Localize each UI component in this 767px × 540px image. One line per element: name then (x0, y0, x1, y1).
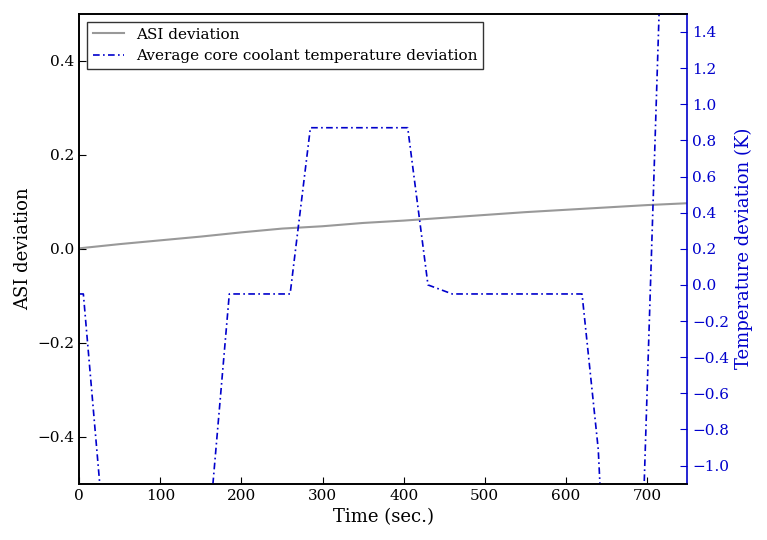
Average core coolant temperature deviation (654, 11, 663, 17)
ASI deviation (439, 214, 449, 221)
Average core coolant temperature deviation (334, 125, 344, 131)
Line: ASI deviation: ASI deviation (79, 203, 687, 248)
Average core coolant temperature deviation (403, 125, 413, 131)
Average core coolant temperature deviation (521, 291, 530, 297)
Average core coolant temperature deviation (172, 525, 181, 532)
ASI deviation (237, 229, 246, 235)
Average core coolant temperature deviation (140, 525, 149, 532)
Average core coolant temperature deviation (253, 291, 262, 297)
Average core coolant temperature deviation (205, 525, 214, 532)
Average core coolant temperature deviation (683, 11, 692, 17)
Average core coolant temperature deviation (480, 291, 489, 297)
ASI deviation (196, 233, 206, 240)
ASI deviation (602, 204, 611, 211)
Average core coolant temperature deviation (306, 125, 315, 131)
Average core coolant temperature deviation (448, 291, 457, 297)
Average core coolant temperature deviation (99, 525, 108, 532)
ASI deviation (74, 245, 84, 252)
ASI deviation (561, 207, 571, 213)
ASI deviation (318, 223, 328, 230)
ASI deviation (480, 212, 489, 218)
ASI deviation (683, 200, 692, 206)
Average core coolant temperature deviation (594, 446, 603, 453)
Line: Average core coolant temperature deviation: Average core coolant temperature deviati… (79, 14, 687, 540)
Average core coolant temperature deviation (578, 291, 587, 297)
Legend: ASI deviation, Average core coolant temperature deviation: ASI deviation, Average core coolant temp… (87, 22, 483, 69)
ASI deviation (278, 225, 287, 232)
Average core coolant temperature deviation (423, 282, 433, 288)
ASI deviation (521, 209, 530, 215)
Average core coolant temperature deviation (557, 291, 566, 297)
X-axis label: Time (sec.): Time (sec.) (333, 508, 434, 526)
Average core coolant temperature deviation (363, 125, 372, 131)
ASI deviation (399, 218, 408, 224)
Average core coolant temperature deviation (225, 291, 234, 297)
ASI deviation (358, 220, 367, 226)
Y-axis label: ASI deviation: ASI deviation (14, 187, 32, 310)
ASI deviation (115, 241, 124, 247)
ASI deviation (156, 237, 165, 244)
Average core coolant temperature deviation (74, 291, 84, 297)
Y-axis label: Temperature deviation (K): Temperature deviation (K) (735, 128, 753, 369)
ASI deviation (642, 202, 651, 208)
Average core coolant temperature deviation (79, 291, 88, 297)
Average core coolant temperature deviation (464, 291, 473, 297)
Average core coolant temperature deviation (285, 291, 295, 297)
